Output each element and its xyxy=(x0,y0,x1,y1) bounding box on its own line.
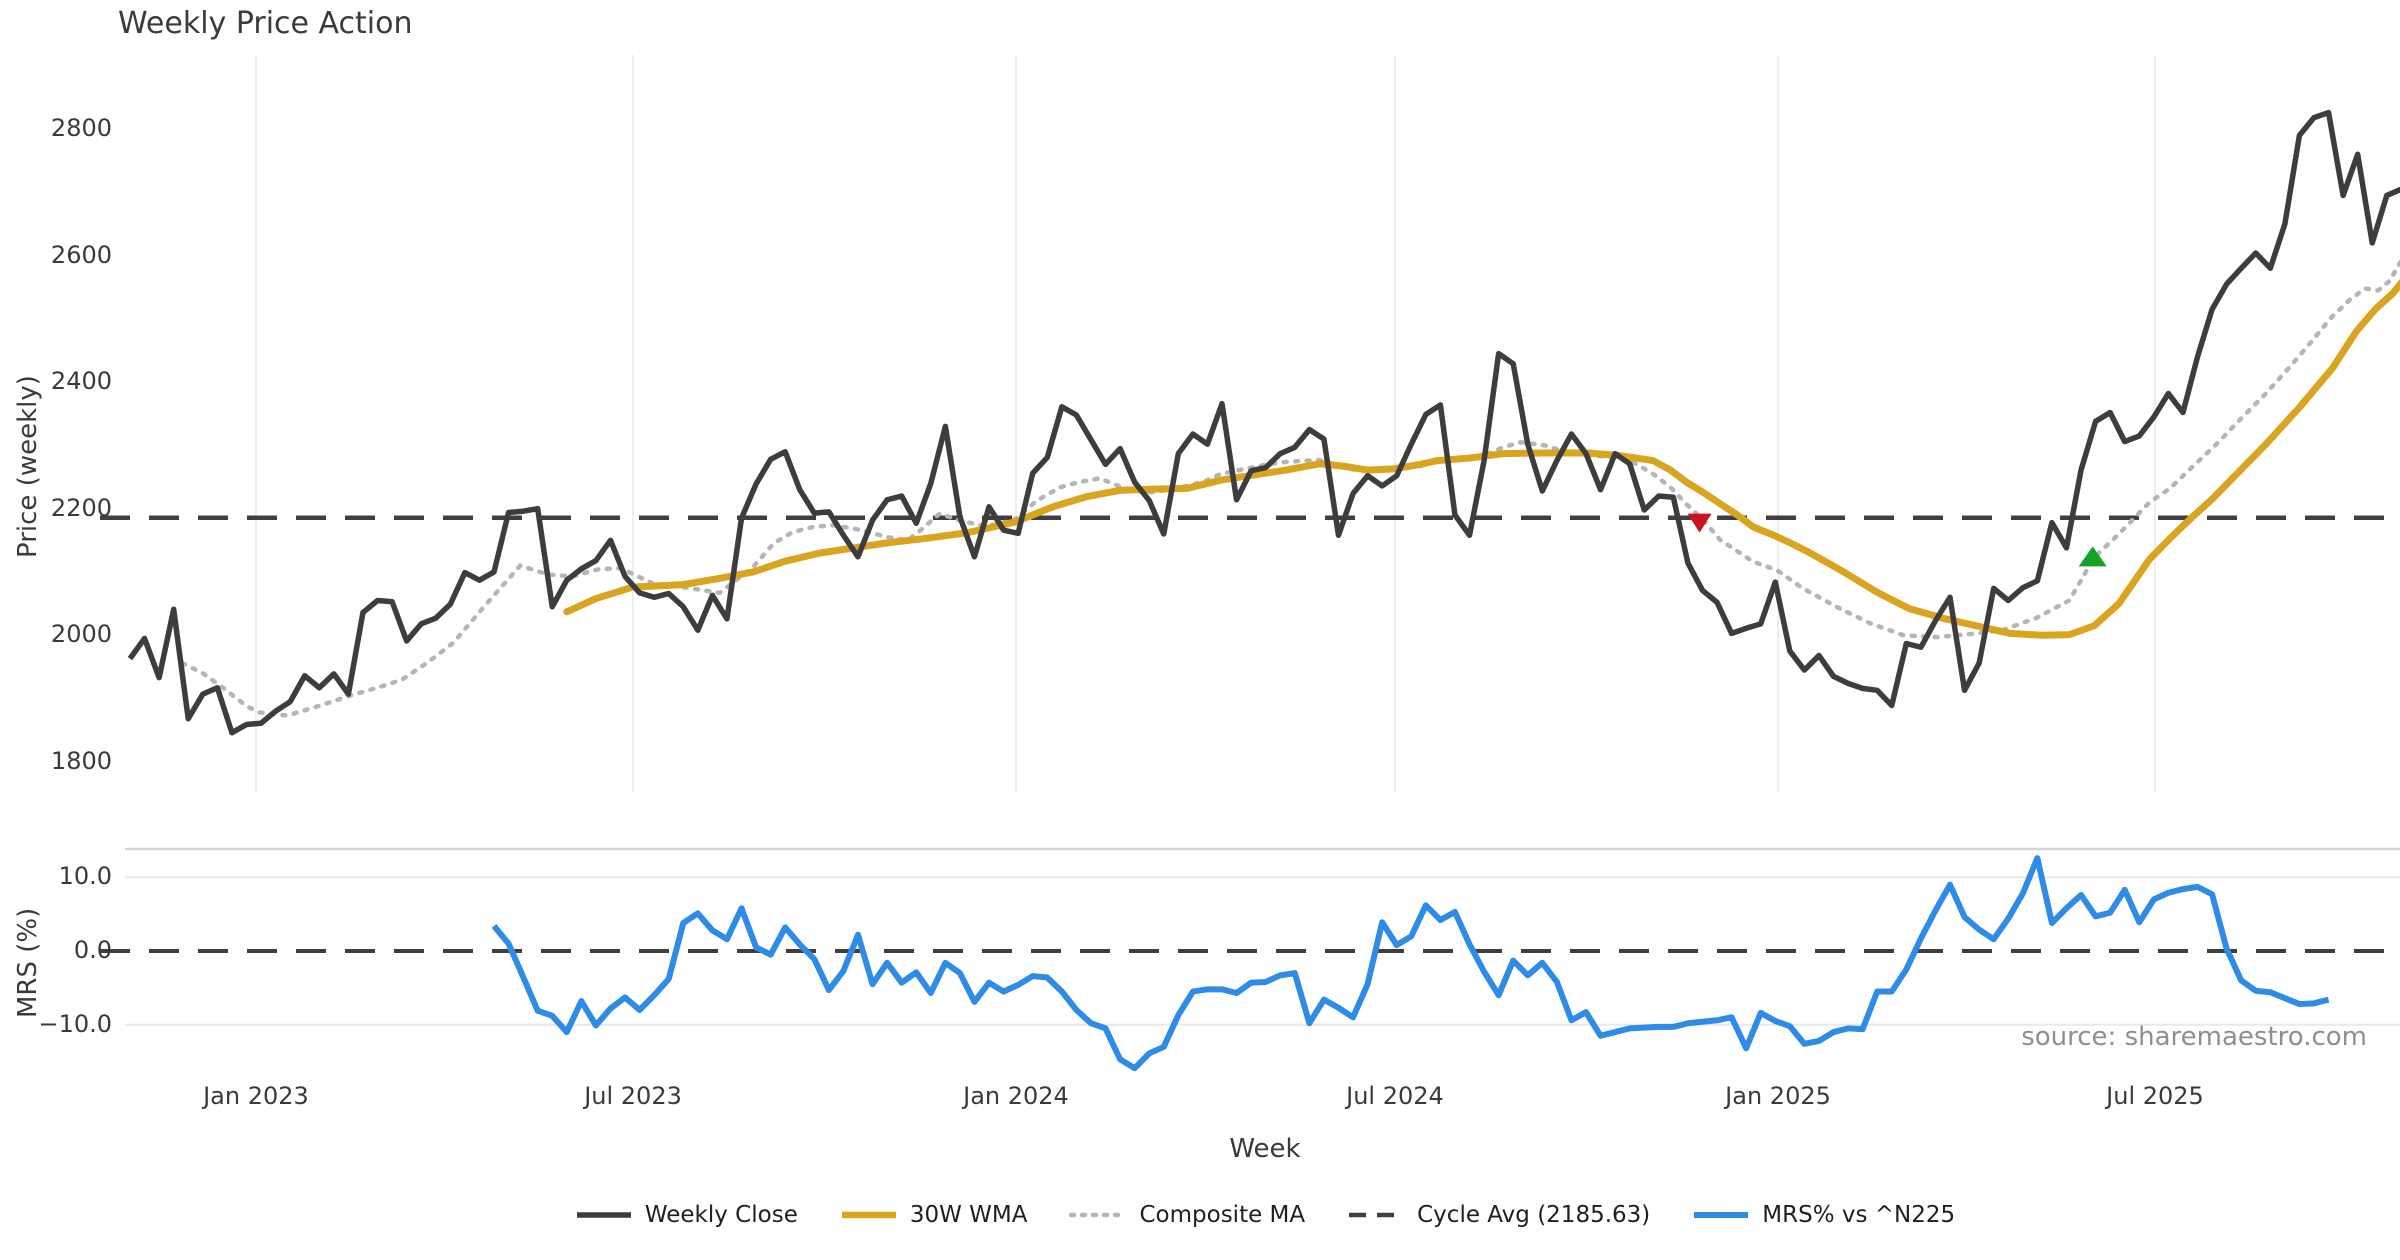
x-axis-tick: Jan 2024 xyxy=(963,1082,1069,1110)
legend-swatch-line-icon xyxy=(576,1212,631,1218)
x-axis-title: Week xyxy=(1229,1134,1301,1164)
price-axis-tick: 2800 xyxy=(50,114,112,142)
price-axis-tick: 2200 xyxy=(50,493,112,522)
legend-swatch-line-icon xyxy=(1694,1212,1749,1218)
mrs-axis-tick: −10.0 xyxy=(38,1009,112,1038)
mrs-axis-tick: 0.0 xyxy=(73,936,112,964)
legend-swatch-dotted-line-icon xyxy=(1069,1212,1128,1218)
x-axis-tick: Jul 2025 xyxy=(2106,1082,2204,1110)
buy-signal-marker-icon xyxy=(2078,546,2107,567)
price-axis-tick: 2600 xyxy=(50,240,112,269)
price-axis-tick: 1800 xyxy=(50,746,112,775)
x-axis-tick: Jul 2023 xyxy=(584,1082,682,1110)
legend-item-cycle-avg: Cycle Avg (2185.63) xyxy=(1347,1202,1650,1228)
mrs-line xyxy=(491,855,2330,1072)
price-axis-title: Price (weekly) xyxy=(13,375,43,558)
weekly-close-line xyxy=(127,109,2400,736)
composite-ma-line xyxy=(180,258,2400,718)
mrs-axis-tick: 10.0 xyxy=(58,862,112,891)
legend: Weekly Close 30W WMA Composite MA Cycle … xyxy=(130,1202,2400,1228)
wma-line xyxy=(563,279,2400,639)
legend-item-mrs: MRS% vs ^N225 xyxy=(1692,1202,1955,1228)
legend-swatch-dashed-line-icon xyxy=(1349,1212,1404,1218)
legend-label: Cycle Avg (2185.63) xyxy=(1417,1202,1651,1228)
legend-label: Composite MA xyxy=(1139,1202,1306,1228)
x-axis-tick: Jan 2023 xyxy=(203,1082,309,1110)
legend-swatch-line-icon xyxy=(841,1211,896,1219)
legend-item-weekly-close: Weekly Close xyxy=(575,1202,798,1228)
x-axis-tick: Jan 2025 xyxy=(1725,1082,1831,1110)
sell-signal-marker-icon xyxy=(1687,513,1712,533)
page-title: Weekly Price Action xyxy=(118,6,413,41)
legend-label: Weekly Close xyxy=(644,1202,798,1228)
legend-item-30w-wma: 30W WMA xyxy=(840,1202,1028,1228)
legend-label: 30W WMA xyxy=(909,1202,1028,1228)
legend-item-composite-ma: Composite MA xyxy=(1069,1202,1305,1228)
price-axis-tick: 2400 xyxy=(50,367,112,396)
source-attribution: source: sharemaestro.com xyxy=(2021,1022,2367,1052)
x-axis-tick: Jul 2024 xyxy=(1346,1082,1444,1110)
legend-label: MRS% vs ^N225 xyxy=(1762,1202,1956,1228)
price-axis-tick: 2000 xyxy=(50,620,112,649)
